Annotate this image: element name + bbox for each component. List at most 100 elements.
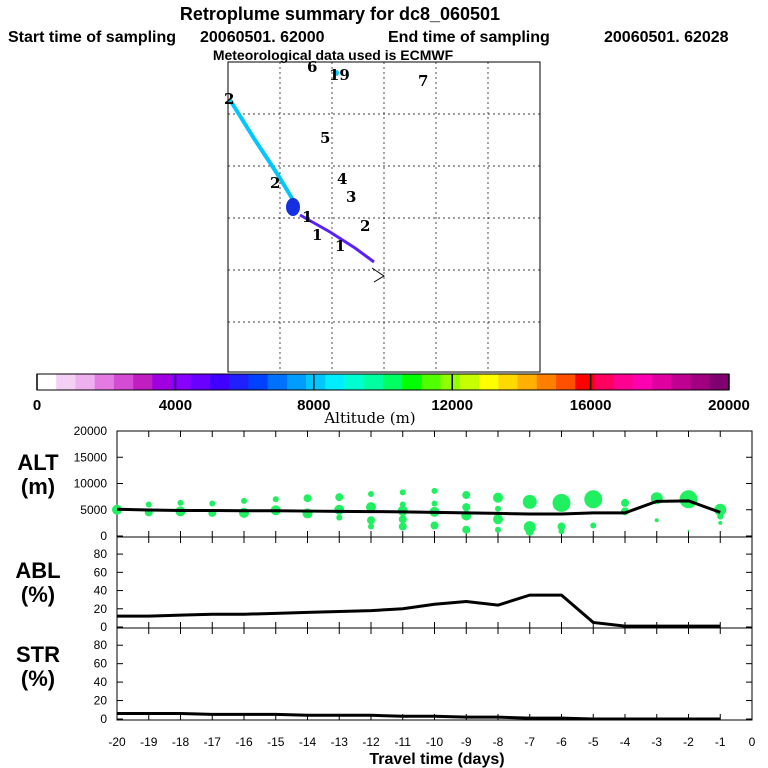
panel-ylabel: STR [16,642,60,667]
map-label: 7 [418,72,428,90]
x-tick-label: -20 [108,735,126,749]
colorbar-swatch [440,374,461,390]
altitude-scatter-point [303,494,312,503]
map-label: 1 [302,208,312,226]
panel-ylabel: ABL [15,558,60,583]
y-tick-label: 20000 [74,424,108,438]
figure-title: Retroplume summary for dc8_060501 [180,4,500,24]
altitude-scatter-point [717,513,724,520]
colorbar-swatch [113,374,134,390]
panel-abl: 0 20 40 60 80 ABL(%) [15,536,753,634]
altitude-scatter-point [241,497,247,504]
altitude-scatter-point [590,522,597,529]
altitude-scatter-point [145,501,152,508]
cyan-dot [333,70,339,76]
x-tick-label: -12 [362,735,380,749]
panel-frame [116,627,753,721]
colorbar-swatch [383,374,403,390]
altitude-scatter-point [335,493,344,502]
altitude-scatter-point [431,487,438,494]
x-tick-label: -9 [461,735,472,749]
series-line-alt [116,499,721,516]
end-marker [371,267,385,283]
colorbar-swatch [56,374,76,390]
panel-alt: 0 5000 10000 15000 20000 ALT(m) [17,424,753,543]
altitude-scatter-point [336,514,343,521]
altitude-scatter-point [522,494,537,509]
colorbar-swatch [37,374,57,390]
y-tick-label: 15000 [74,450,108,464]
altitude-scatter-point [399,489,406,496]
colorbar-swatch [306,374,326,390]
panel-ylabel-unit: (%) [21,666,55,691]
altitude-scatter-point [367,516,375,525]
colorbar-tick-label: 8000 [297,397,330,414]
map-label: 2 [270,174,280,192]
y-tick-label: 60 [94,565,108,579]
series-line-abl [117,593,721,628]
colorbar-swatch [556,374,576,390]
altitude-scatter-point [368,523,374,530]
colorbar-swatch [690,374,711,390]
colorbar-swatch [210,374,230,390]
x-tick-label: 0 [749,735,756,749]
colorbar-title: Altitude (m) [323,409,415,427]
y-tick-label: 60 [94,657,108,671]
colorbar-swatch [671,374,691,390]
trajectory-cyan [228,98,298,207]
altitude-scatter-point [654,518,659,523]
colorbar-swatch [133,374,153,390]
start-time-label: Start time of sampling [8,29,176,46]
trajectory-map: 6 19 7 5 4 3 2 2 1 1 1 2 [224,58,541,373]
colorbar-swatch [594,374,614,390]
altitude-scatter-point [368,491,374,497]
colorbar-swatch [459,374,480,390]
end-time-value: 20060501. 62028 [604,29,729,46]
colorbar-swatch [152,374,172,390]
colorbar-swatch [498,374,518,390]
colorbar-swatch [75,374,95,390]
colorbar-tick-label: 20000 [708,397,750,414]
x-tick-label: -19 [140,735,158,749]
altitude-scatter-point [366,502,376,513]
colorbar-swatch [575,374,595,390]
end-time-label: End time of sampling [388,29,550,46]
altitude-scatter-point [462,525,471,534]
met-data-line: Meteorological data used is ECMWF [213,47,454,63]
series-line-str [117,711,721,721]
altitude-scatter-point [177,499,184,506]
panel-ylabel-unit: (m) [21,474,55,499]
x-tick-label: -15 [267,735,285,749]
altitude-scatter-point [430,521,439,530]
y-tick-label: 0 [100,620,107,634]
colorbar-swatch [229,374,249,390]
y-tick-label: 10000 [74,477,108,491]
panel-ylabel: ALT [17,450,59,475]
y-tick-label: 0 [100,712,107,726]
x-tick-label: -13 [331,735,349,749]
x-tick-label: -17 [204,735,222,749]
altitude-scatter-point [399,501,406,508]
colorbar-swatch [325,374,345,390]
map-label: 4 [337,170,347,188]
x-tick-label: -11 [395,735,412,749]
map-grid [228,62,540,372]
colorbar-swatch [613,374,634,390]
altitude-scatter-point [495,526,501,533]
colorbar-tick-label: 4000 [159,397,192,414]
altitude-scatter-point [334,504,345,515]
colorbar-swatch [402,374,422,390]
altitude-scatter-point [493,514,503,525]
altitude-scatter-point [398,515,407,524]
y-tick-label: 5000 [80,503,107,517]
map-label: 1 [312,226,322,244]
altitude-scatter-point [462,503,471,512]
colorbar-swatch [652,374,672,390]
y-tick-label: 40 [94,675,108,689]
altitude-colorbar: 0 4000 8000 12000 16000 20000 [33,373,750,414]
y-tick-label: 0 [100,529,107,543]
altitude-scatter-point [431,500,438,507]
x-tick-label: -10 [426,735,444,749]
colorbar-swatch [709,374,730,390]
